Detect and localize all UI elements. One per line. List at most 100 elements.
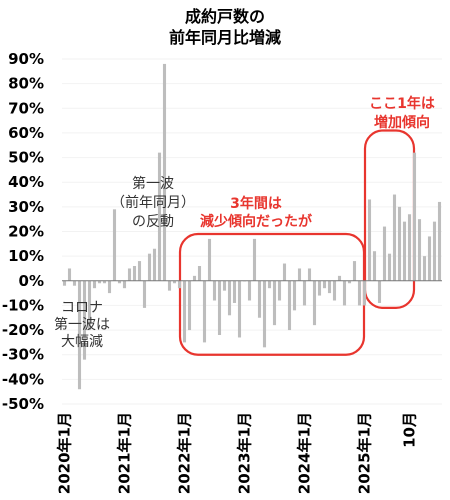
x-tick-label: 2024年1月 <box>296 412 314 494</box>
bar <box>162 63 167 281</box>
bar <box>132 266 137 281</box>
x-tick-label: 2023年1月 <box>236 412 254 494</box>
bar <box>297 268 302 281</box>
y-tick-label: 20% <box>8 223 44 241</box>
bar <box>417 219 422 281</box>
bar <box>182 280 187 343</box>
bar <box>127 268 132 281</box>
bar <box>72 280 77 286</box>
x-axis: 2020年1月 2021年1月 2022年1月 2023年1月 2024年1月 2025年… <box>56 412 419 494</box>
bar <box>332 280 337 301</box>
y-tick-label: 80% <box>8 75 44 93</box>
annotation-line: 増加傾向 <box>374 114 430 131</box>
y-tick-label: 60% <box>8 124 44 142</box>
y-tick-label: 10% <box>8 247 44 265</box>
bar <box>97 280 102 284</box>
y-tick-label: 30% <box>8 198 44 216</box>
annotation-line: 第一波 <box>132 175 174 192</box>
bar <box>152 248 157 281</box>
bar <box>62 280 67 286</box>
bar <box>207 238 212 281</box>
annotation-line: 3年間は <box>230 195 282 212</box>
x-tick-label: 2021年1月 <box>116 412 134 494</box>
bar <box>107 280 112 294</box>
bar <box>102 280 107 284</box>
chart-title-line-1: 成約戸数の <box>185 7 265 26</box>
bar <box>247 280 252 301</box>
bar <box>412 152 417 281</box>
bar <box>362 280 367 306</box>
bar <box>147 253 152 281</box>
bar <box>402 221 407 281</box>
y-tick-label: 50% <box>8 149 44 167</box>
y-tick-label: 0% <box>19 272 44 290</box>
bar <box>157 152 162 281</box>
y-tick-label: -50% <box>2 395 44 413</box>
x-tick-label: 2022年1月 <box>176 412 194 494</box>
bar <box>177 280 182 289</box>
bar <box>302 280 307 306</box>
bar <box>112 209 117 281</box>
chart-title: 成約戸数の 前年同月比増減 <box>169 7 281 47</box>
bar <box>382 226 387 281</box>
bar <box>172 280 177 284</box>
y-tick-label: -30% <box>2 346 44 364</box>
bar <box>327 280 332 294</box>
bar <box>92 280 97 289</box>
bar <box>337 275 342 281</box>
bar <box>372 251 377 281</box>
bar <box>317 280 322 296</box>
bar <box>347 280 352 284</box>
bar <box>77 280 82 390</box>
x-tick-label: 2020年1月 <box>56 412 74 494</box>
annotation-line: の反動 <box>132 214 174 230</box>
y-tick-label: 40% <box>8 173 44 191</box>
bar <box>227 280 232 316</box>
bar <box>407 214 412 281</box>
y-tick-label: 90% <box>8 50 44 68</box>
bar <box>252 238 257 281</box>
bar <box>367 199 372 281</box>
bar <box>277 280 282 301</box>
bar <box>357 280 362 306</box>
bar <box>142 280 147 308</box>
annotation-rebound: 第一波 （前年同月） の反動 <box>111 175 195 230</box>
bar <box>397 206 402 281</box>
bar <box>212 280 217 301</box>
annotation-line: 大幅減 <box>61 333 103 350</box>
bar <box>217 280 222 335</box>
bar <box>282 263 287 281</box>
bar <box>117 280 122 284</box>
bar <box>122 280 127 289</box>
bar <box>342 280 347 306</box>
bar <box>287 280 292 331</box>
bar <box>437 201 442 281</box>
bar <box>232 280 237 303</box>
x-tick-label: 10月 <box>401 412 419 448</box>
bar <box>82 280 87 360</box>
bars <box>62 63 442 390</box>
y-tick-label: -20% <box>2 321 44 339</box>
y-tick-label: -40% <box>2 370 44 388</box>
chart-title-line-2: 前年同月比増減 <box>169 28 281 47</box>
bar <box>307 268 312 281</box>
bar <box>352 261 357 281</box>
bar <box>427 236 432 281</box>
bar <box>87 280 92 331</box>
bar <box>267 280 272 289</box>
highlight-boxes <box>178 129 416 356</box>
bar <box>197 266 202 281</box>
bar <box>67 268 72 281</box>
highlight-box-decline <box>178 232 366 356</box>
x-tick-label: 2025年1月 <box>356 412 374 494</box>
bar <box>237 280 242 338</box>
bar <box>387 253 392 281</box>
bar <box>377 280 382 303</box>
bar <box>192 275 197 281</box>
annotation-line: 減少傾向だったが <box>200 213 313 230</box>
bar <box>432 221 437 281</box>
bar <box>422 256 427 281</box>
